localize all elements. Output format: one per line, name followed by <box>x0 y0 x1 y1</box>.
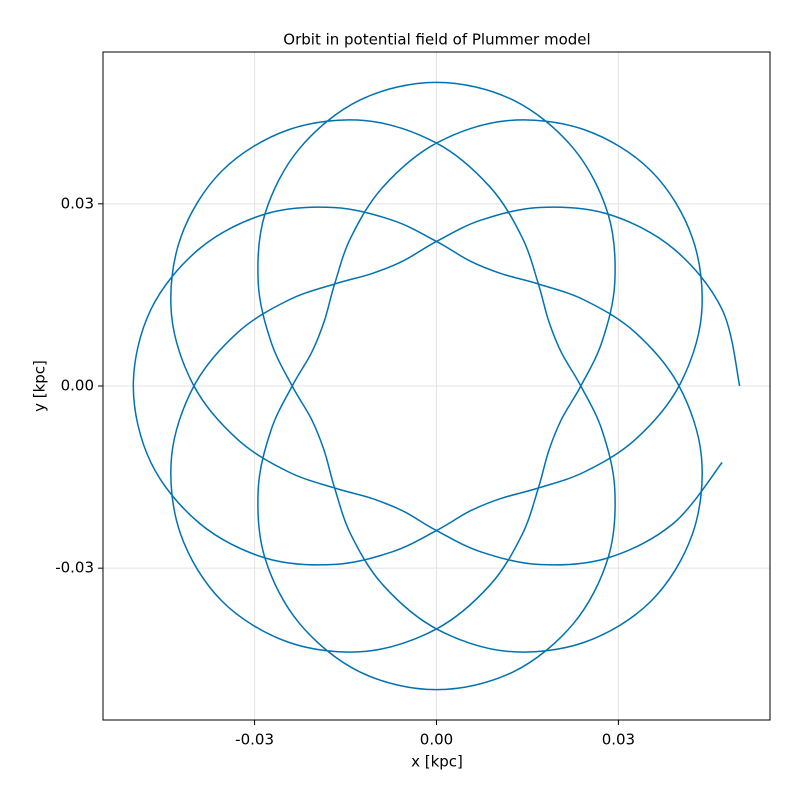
y-axis-label: y [kpc] <box>31 360 49 412</box>
y-tick-label: 0.00 <box>61 377 94 395</box>
x-axis-label: x [kpc] <box>411 753 463 771</box>
x-tick-label: 0.00 <box>420 731 453 749</box>
orbit-line <box>132 81 741 691</box>
chart-title: Orbit in potential field of Plummer mode… <box>283 31 590 49</box>
y-tick-label: -0.03 <box>55 559 94 577</box>
y-tick-label: 0.03 <box>61 194 94 212</box>
x-tick-label: 0.03 <box>602 731 635 749</box>
x-tick-label: -0.03 <box>235 731 274 749</box>
plot-frame <box>102 51 771 721</box>
